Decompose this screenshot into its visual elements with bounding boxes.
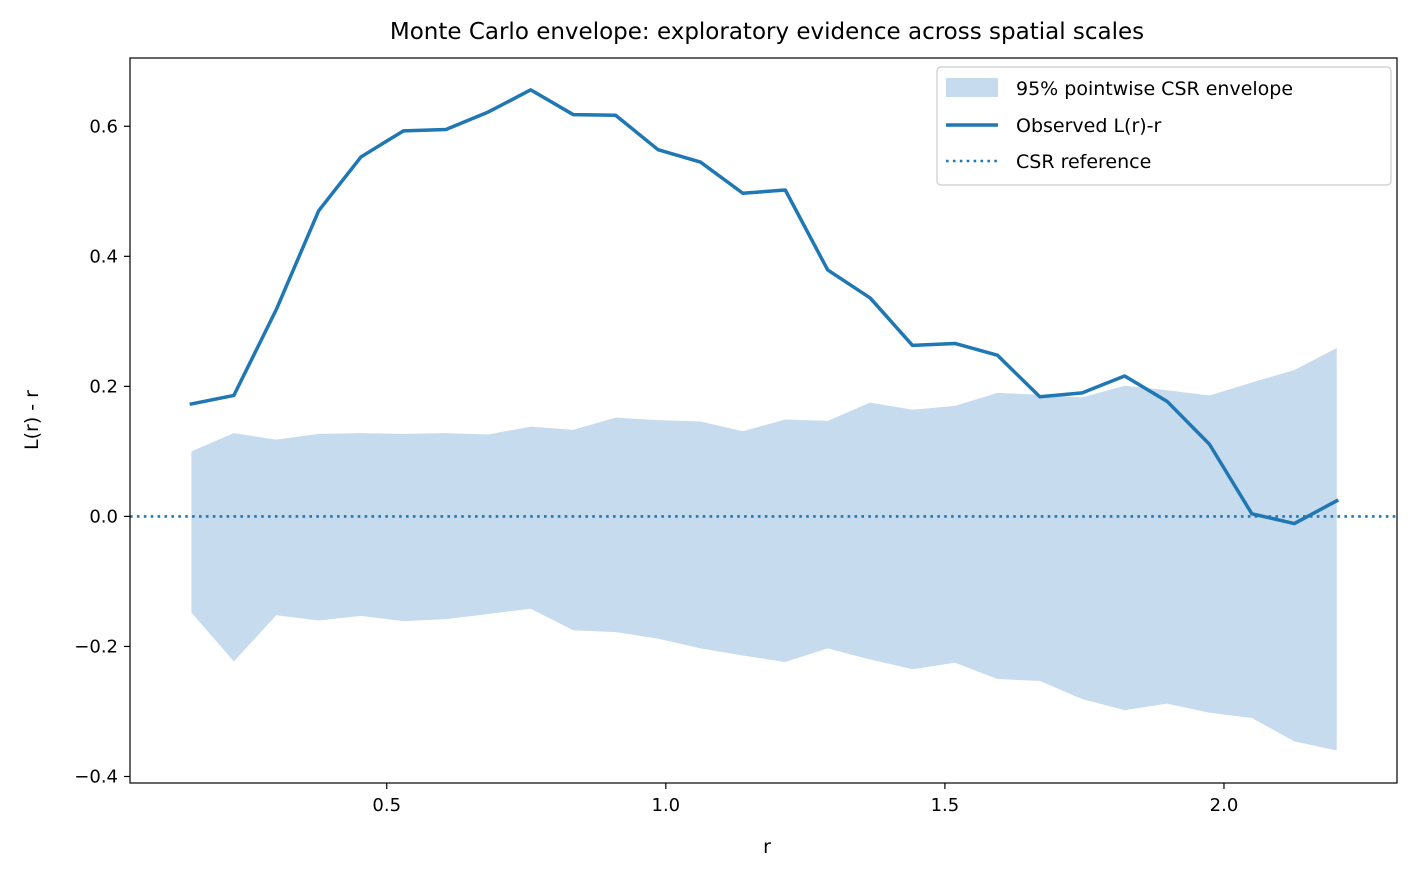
legend-label-envelope: 95% pointwise CSR envelope	[1016, 78, 1293, 100]
x-tick-label: 1.5	[931, 795, 960, 816]
legend-label-observed: Observed L(r)-r	[1016, 115, 1162, 137]
data-layer	[130, 88, 1397, 751]
x-tick-label: 2.0	[1210, 795, 1239, 816]
axes-frame	[129, 57, 1398, 784]
y-axis-label: L(r) - r	[21, 390, 43, 450]
plot-area: −0.4 −0.2 0.0 0.2 0.4 0.6 0.5 1.0 1.5 2.0	[74, 57, 1398, 816]
y-tick-label: −0.4	[74, 766, 118, 787]
x-axis-ticks: 0.5 1.0 1.5 2.0	[372, 783, 1238, 816]
x-tick-label: 0.5	[372, 795, 401, 816]
legend-label-csr: CSR reference	[1016, 151, 1151, 173]
x-axis-label: r	[763, 836, 771, 858]
y-tick-label: 0.0	[89, 506, 118, 527]
y-axis-ticks: −0.4 −0.2 0.0 0.2 0.4 0.6	[74, 116, 130, 787]
y-tick-label: −0.2	[74, 636, 118, 657]
chart-title: Monte Carlo envelope: exploratory eviden…	[390, 19, 1144, 45]
y-tick-label: 0.2	[89, 376, 118, 397]
observed-line	[189, 88, 1340, 526]
legend: 95% pointwise CSR envelope Observed L(r)…	[936, 66, 1392, 186]
csr-envelope-band	[191, 348, 1337, 751]
legend-swatch-envelope	[946, 78, 998, 97]
y-tick-label: 0.4	[89, 246, 118, 267]
legend-frame	[936, 66, 1392, 186]
x-tick-label: 1.0	[652, 795, 681, 816]
y-tick-label: 0.6	[89, 116, 118, 137]
